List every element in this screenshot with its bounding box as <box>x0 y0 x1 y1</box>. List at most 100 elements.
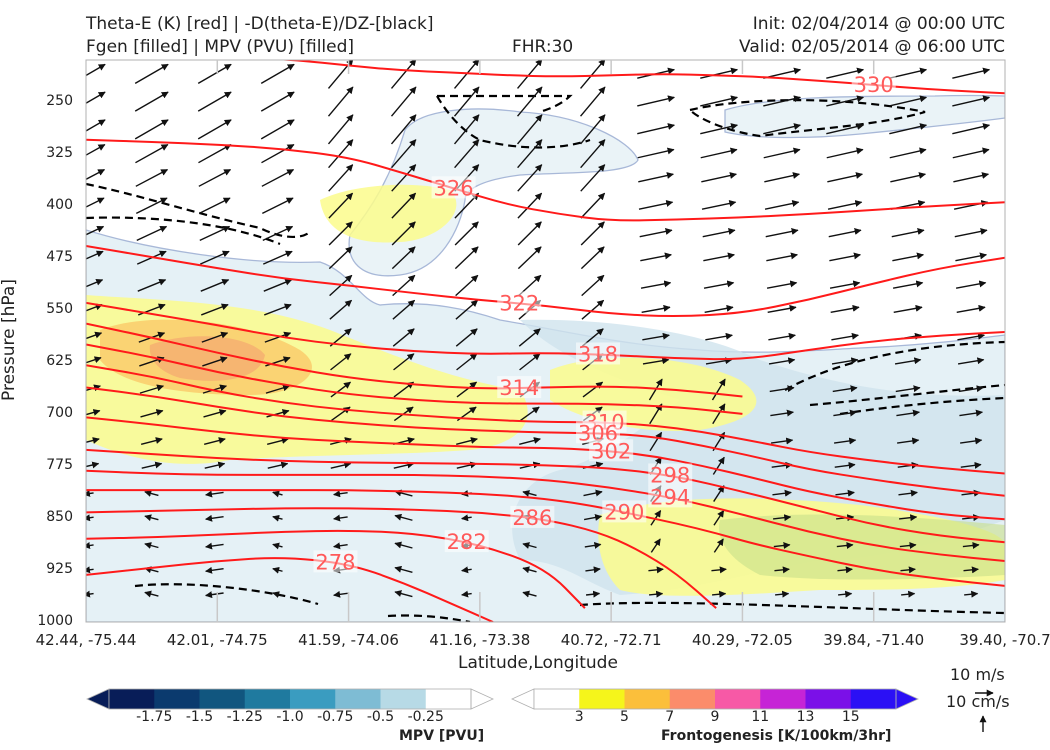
mpv-colorbar-swatch <box>154 689 200 709</box>
stability-contour <box>839 396 1005 416</box>
wind-vector <box>700 67 738 79</box>
x-tick-label: 40.29, -72.05 <box>692 631 793 649</box>
wind-vector <box>637 95 675 107</box>
wind-vector <box>86 303 103 312</box>
axes <box>85 59 1006 623</box>
wind-vector <box>705 332 733 341</box>
wind-vector <box>837 566 853 574</box>
fgen-colorbar-swatch <box>579 689 625 709</box>
wind-vector <box>455 274 479 297</box>
wind-vector <box>86 409 101 416</box>
wind-vector <box>454 139 480 169</box>
wind-vector <box>773 542 791 549</box>
wind-vector <box>517 246 542 270</box>
wind-vector <box>890 172 927 183</box>
contour-label-bg <box>648 463 693 486</box>
wind-vector <box>455 299 479 320</box>
wind-ref-label-ms: 10 m/s <box>950 665 1005 684</box>
stability-contour <box>809 383 1005 407</box>
theta-e-contour-line <box>276 60 1005 95</box>
mpv-colorbar-label: -0.5 <box>366 709 395 725</box>
wind-vector <box>201 331 229 343</box>
title-line-2: Fgen [filled] | MPV (PVU) [filled] <box>86 37 355 57</box>
wind-vector <box>585 566 601 574</box>
wind-vector <box>640 252 672 262</box>
theta-e-contour-line <box>86 529 586 609</box>
y-tick-label: 250 <box>46 92 73 109</box>
theta-e-contour-label: 302 <box>591 439 631 463</box>
wind-vector <box>518 328 541 347</box>
wind-vector <box>390 114 417 145</box>
wind-vector <box>330 461 352 469</box>
fgen-colorbar-swatch <box>624 689 671 709</box>
wind-vector <box>86 168 106 181</box>
stability-contour <box>784 340 1005 391</box>
wind-vector <box>197 119 232 140</box>
wind-vector <box>198 168 232 187</box>
wind-vector <box>135 168 169 187</box>
wind-vector <box>272 566 283 574</box>
wind-vector <box>585 590 601 598</box>
wind-vector <box>827 200 863 210</box>
wind-vector <box>956 304 986 313</box>
wind-vector <box>86 437 100 444</box>
wind-vector <box>333 514 348 522</box>
wind-vector <box>203 409 227 418</box>
wind-vector <box>393 353 415 371</box>
wind-vector <box>580 114 606 145</box>
wind-vector <box>516 114 543 145</box>
wind-vector <box>390 86 417 117</box>
wind-vector <box>272 514 283 522</box>
wind-vector <box>712 590 727 598</box>
theta-e-contour-line <box>86 386 1005 497</box>
valid-time: Valid: 02/05/2014 @ 06:00 UTC <box>739 37 1005 57</box>
y-tick-label: 700 <box>46 404 73 421</box>
theta-e-contours: 3303263223183143103063022982942902862822… <box>86 60 1005 622</box>
wind-vector <box>580 246 605 270</box>
stability-contour <box>689 99 926 138</box>
wind-vector <box>199 225 231 242</box>
wind-vector <box>893 304 923 313</box>
wind-vector <box>205 542 224 550</box>
wind-vector <box>134 63 169 84</box>
wind-vector <box>896 409 920 417</box>
wind-vector <box>205 566 224 574</box>
wind-vector <box>952 67 991 79</box>
wind-vector <box>833 409 857 417</box>
wind-vector <box>267 437 289 445</box>
wind-vector <box>265 384 291 394</box>
wind-vector <box>86 590 94 598</box>
wind-vector <box>650 509 662 526</box>
wind-vector <box>834 461 856 469</box>
stability-contour <box>579 601 1005 615</box>
theta-e-contour-line <box>86 469 1005 562</box>
fgen-colorbar-title: Frontogenesis [K/100km/3hr] <box>661 728 892 744</box>
wind-vector <box>775 590 790 598</box>
wind-vector <box>327 114 354 145</box>
wind-vector <box>639 228 673 238</box>
contour-label-bg <box>497 376 542 399</box>
wind-vector <box>637 123 675 135</box>
fgen-colorbar-extend <box>895 688 919 710</box>
wind-vector <box>768 357 796 365</box>
wind-vector <box>264 303 292 316</box>
wind-vector <box>140 437 163 445</box>
wind-vector <box>86 489 94 497</box>
stability-contour <box>436 94 591 149</box>
wind-vector <box>830 304 860 313</box>
wind-vector <box>260 119 295 140</box>
wind-vector <box>952 147 990 159</box>
fgen-colorbar-swatch <box>669 689 716 709</box>
theta-e-contour-label: 298 <box>650 463 690 487</box>
wind-vector <box>584 541 602 549</box>
shaded-fields <box>86 94 1005 622</box>
y-tick-label: 475 <box>46 248 73 265</box>
y-tick-label: 775 <box>46 456 73 473</box>
wind-vector <box>261 168 295 187</box>
fgen-colorbar-swatch <box>715 689 761 709</box>
wind-vector <box>838 590 853 598</box>
mpv-colorbar-extend <box>86 688 110 710</box>
wind-vector <box>328 192 354 219</box>
wind-vector <box>86 144 106 156</box>
wind-vector <box>959 409 984 417</box>
